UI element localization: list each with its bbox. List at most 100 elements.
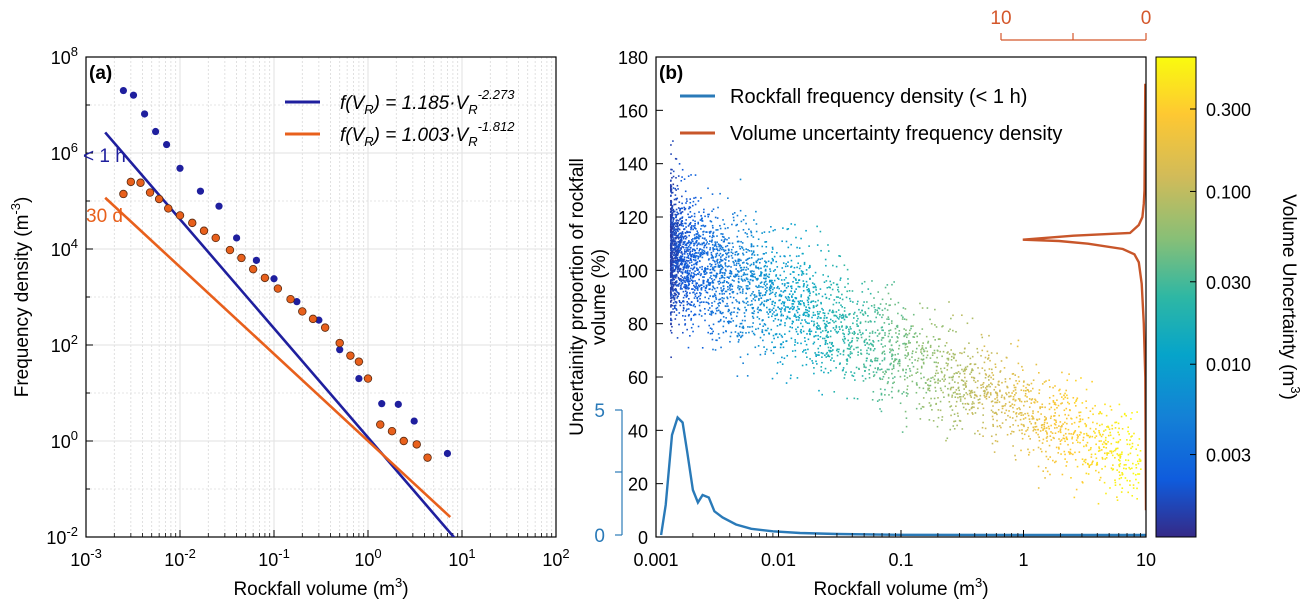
scatter-point <box>911 350 914 353</box>
scatter-point <box>1071 423 1073 425</box>
scatter-point <box>1052 386 1054 389</box>
scatter-point <box>700 284 703 286</box>
scatter-point <box>688 280 691 283</box>
scatter-point <box>884 307 886 310</box>
scatter-point <box>1018 413 1020 415</box>
scatter-point <box>1065 436 1068 439</box>
scatter-point <box>689 206 692 209</box>
scatter-point <box>1085 407 1088 409</box>
scatter-point <box>1020 389 1023 391</box>
scatter-point <box>680 237 683 239</box>
colorbar-tick-label: 0.030 <box>1206 273 1251 293</box>
scatter-point <box>740 286 743 288</box>
scatter-point <box>702 224 705 227</box>
scatter-point <box>878 333 880 335</box>
scatter-point <box>1110 409 1113 411</box>
scatter-point <box>670 201 672 204</box>
scatter-point <box>723 250 726 252</box>
scatter-point <box>946 364 949 367</box>
scatter-point <box>698 235 701 238</box>
scatter-point <box>752 306 755 309</box>
scatter-point <box>753 294 756 296</box>
scatter-point <box>728 272 731 275</box>
scatter-point <box>812 362 814 364</box>
scatter-point <box>733 311 735 313</box>
scatter-point <box>709 276 711 279</box>
scatter-point <box>675 254 678 257</box>
scatter-point <box>1106 426 1108 428</box>
scatter-point <box>824 341 827 344</box>
scatter-point <box>1118 433 1120 436</box>
scatter-point <box>956 364 959 367</box>
scatter-point <box>789 377 792 380</box>
scatter-point <box>1099 412 1101 414</box>
scatter-point <box>673 233 675 235</box>
scatter-point <box>1040 426 1043 429</box>
scatter-point <box>843 342 846 344</box>
scatter-point <box>687 257 690 259</box>
scatter-point <box>739 356 742 358</box>
scatter-point <box>847 282 849 285</box>
scatter-point <box>746 300 749 303</box>
scatter-point <box>798 247 801 249</box>
scatter-point <box>997 408 1000 411</box>
scatter-point <box>1032 449 1035 451</box>
scatter-point <box>772 270 775 272</box>
scatter-point <box>735 250 738 253</box>
scatter-point <box>927 340 930 343</box>
scatter-point <box>888 323 890 325</box>
fit-line <box>104 131 456 537</box>
scatter-point <box>812 275 814 277</box>
scatter-point <box>898 362 901 365</box>
scatter-point <box>770 292 772 295</box>
scatter-point <box>831 353 833 356</box>
scatter-point <box>695 283 698 285</box>
scatter-point <box>694 203 697 206</box>
scatter-point <box>803 303 805 305</box>
scatter-point <box>970 371 973 374</box>
scatter-point <box>788 297 790 299</box>
scatter-point <box>991 371 993 374</box>
scatter-point <box>770 349 772 352</box>
scatter-point <box>1052 394 1055 397</box>
scatter-point <box>680 258 683 261</box>
scatter-point <box>677 283 680 286</box>
scatter-point <box>885 303 887 305</box>
scatter-point <box>839 362 841 365</box>
scatter-point <box>757 258 760 260</box>
scatter-point <box>764 277 767 280</box>
scatter-point <box>860 349 862 351</box>
scatter-point <box>671 288 674 291</box>
scatter-point <box>721 265 723 268</box>
scatter-point <box>805 343 808 346</box>
scatter-point <box>678 251 680 253</box>
scatter-point <box>672 247 674 250</box>
scatter-point <box>932 420 935 422</box>
scatter-point <box>675 253 677 256</box>
scatter-point <box>842 329 844 331</box>
scatter-point <box>675 247 677 249</box>
data-point <box>346 351 355 360</box>
scatter-point <box>777 318 780 321</box>
scatter-point <box>739 209 742 212</box>
scatter-point <box>688 244 691 246</box>
scatter-point <box>672 265 674 267</box>
scatter-point <box>910 325 913 327</box>
scatter-point <box>689 242 692 244</box>
scatter-point <box>770 262 773 265</box>
scatter-point <box>1136 487 1138 490</box>
x-tick-label: 0.01 <box>761 550 796 570</box>
scatter-point <box>769 268 771 270</box>
scatter-point <box>674 187 677 190</box>
scatter-point <box>745 309 748 311</box>
scatter-point <box>751 312 754 314</box>
scatter-point <box>988 368 991 370</box>
scatter-point <box>920 351 922 353</box>
scatter-point <box>998 380 1000 383</box>
scatter-point <box>761 294 764 297</box>
scatter-point <box>881 352 883 355</box>
scatter-point <box>955 359 957 362</box>
scatter-point <box>903 335 905 338</box>
scatter-point <box>966 365 969 368</box>
scatter-point <box>947 394 950 397</box>
